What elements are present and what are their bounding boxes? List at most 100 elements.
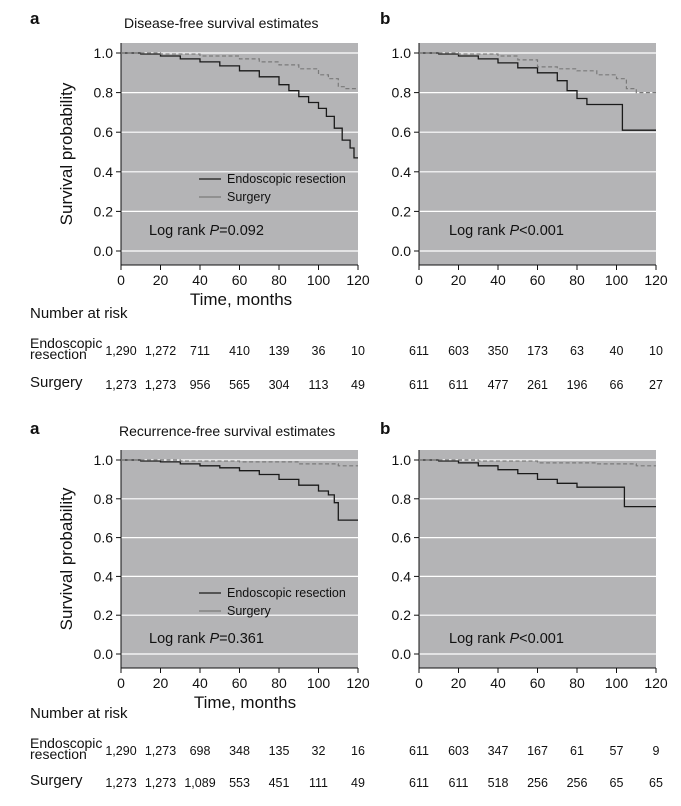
block2-risk-value-a: 1,273 (144, 744, 177, 758)
block1-panel-a-plot-area (121, 43, 358, 265)
block1-panel-a-y-tick-label: 0.0 (94, 243, 114, 259)
block2-risk-value-a: 451 (268, 776, 290, 790)
block2-risk-value-b: 167 (527, 744, 548, 758)
block2-panel-a-y-tick-label: 0.6 (94, 530, 114, 546)
block2-panel-b-y-tick-label: 0.0 (392, 646, 412, 662)
block1-risk-value-b: 63 (570, 344, 584, 358)
block1-panel-a-x-tick-label: 0 (117, 272, 125, 288)
block2-risk-value-a: 1,273 (144, 776, 177, 790)
block1-risk-value-a: 410 (229, 344, 250, 358)
block2-risk-value-a: 348 (229, 744, 250, 758)
block1-risk-value-b: 603 (448, 344, 469, 358)
block1-risk-value-b: 66 (609, 378, 624, 392)
block1-panel-b-x-tick-label: 100 (605, 272, 629, 288)
block2-risk-value-a: 1,273 (105, 776, 137, 790)
block1-panel-a-y-tick-label: 0.6 (94, 124, 114, 140)
block2-panel-b-x-tick-label: 60 (530, 675, 546, 691)
block2-panel-b-y-tick-label: 0.2 (392, 607, 412, 623)
block2-panel-b-y-tick-label: 0.6 (392, 530, 412, 546)
block1-risk-row-label: Surgery (30, 374, 83, 391)
block2-panel-a-x-tick-label: 0 (117, 675, 125, 691)
block2-panel-a-series-surgery (121, 459, 358, 467)
block2-panel-b-y-tick-label: 0.8 (392, 491, 412, 507)
block1-panel-b-label: b (380, 9, 390, 28)
block2-risk-value-b: 518 (487, 776, 509, 790)
block2-panel-a-x-tick-label: 60 (232, 675, 248, 691)
block2-panel-b-x-tick-label: 100 (605, 675, 629, 691)
block2-x-axis-label: Time, months (194, 693, 296, 712)
block2-risk-value-b: 611 (409, 776, 429, 790)
block2-panel-a-x-tick-label: 20 (153, 675, 169, 691)
block2-panel-b-label: b (380, 419, 390, 438)
block1-panel-a-label: a (30, 9, 40, 28)
block2-risk-value-b: 57 (609, 744, 624, 758)
block1-panel-b-y-tick-label: 0.8 (392, 85, 412, 101)
block2-risk-value-a: 698 (189, 744, 211, 758)
block2-risk-value-a: 49 (351, 776, 365, 790)
block1-panel-b-x-tick-label: 0 (415, 272, 423, 288)
block1-panel-b-y-tick-label: 1.0 (392, 45, 412, 61)
block1-panel-b-y-tick-label: 0.4 (392, 164, 412, 180)
block1-panel-b-plot-area (419, 43, 656, 265)
block1-risk-value-a: 49 (351, 378, 365, 392)
block2-panel-b-x-tick-label: 40 (490, 675, 506, 691)
block1-risk-value-b: 611 (448, 378, 469, 392)
block1-risk-value-a: 304 (268, 378, 290, 392)
block1-panel-b-x-tick-label: 80 (569, 272, 585, 288)
block2-risk-value-b: 61 (570, 744, 584, 758)
block1-risk-value-b: 173 (527, 344, 548, 358)
block2-panel-a-label: a (30, 419, 40, 438)
block2-risk-value-a: 16 (351, 744, 365, 758)
block1-panel-a-log-rank-annotation: Log rank P=0.092 (149, 223, 264, 239)
block1-risk-value-a: 139 (268, 344, 290, 358)
block1-risk-value-b: 40 (609, 344, 624, 358)
block1-risk-header: Number at risk (30, 305, 128, 322)
block2-panel-a-legend-label: Surgery (227, 604, 272, 618)
block1-risk-value-a: 711 (190, 344, 210, 358)
block1-panel-a-legend-label: Surgery (227, 190, 272, 204)
block2-risk-value-b: 9 (652, 744, 660, 758)
block2-panel-a-y-tick-label: 0.4 (94, 568, 114, 584)
block1-panel-b-x-tick-label: 20 (451, 272, 467, 288)
block2-risk-value-a: 135 (268, 744, 290, 758)
block1-panel-a-y-tick-label: 1.0 (94, 45, 114, 61)
block1-risk-value-b: 10 (649, 344, 663, 358)
block2-y-axis-label: Survival probability (57, 487, 76, 630)
block1-risk-value-a: 565 (229, 378, 250, 392)
block1-risk-value-b: 27 (649, 378, 663, 392)
block1-risk-value-a: 36 (311, 344, 326, 358)
block1-panel-b-x-tick-label: 40 (490, 272, 506, 288)
block1-risk-value-a: 10 (351, 344, 365, 358)
block1-panel-a-y-tick-label: 0.8 (94, 85, 114, 101)
block2-risk-value-b: 611 (409, 744, 429, 758)
block1-risk-value-a: 1,273 (144, 378, 177, 392)
block2-risk-value-a: 1,290 (105, 744, 137, 758)
block2-risk-value-b: 256 (566, 776, 588, 790)
block1-panel-a-x-tick-label: 80 (271, 272, 287, 288)
block1-y-axis-label: Survival probability (57, 82, 76, 225)
block1-panel-a-y-tick-label: 0.2 (94, 203, 114, 219)
block2-panel-a-x-tick-label: 80 (271, 675, 287, 691)
block1-panel-b-x-tick-label: 60 (530, 272, 546, 288)
block1-risk-value-b: 196 (566, 378, 588, 392)
block2-panel-b-x-tick-label: 20 (451, 675, 467, 691)
block2-panel-b-series-surgery (419, 459, 656, 467)
block2-panel-b-x-tick-label: 0 (415, 675, 423, 691)
block2-risk-value-b: 611 (448, 776, 469, 790)
block2-risk-value-a: 32 (311, 744, 326, 758)
block2-panel-b-y-tick-label: 0.4 (392, 568, 412, 584)
block2-risk-value-a: 553 (229, 776, 250, 790)
block1-panel-a-x-tick-label: 100 (307, 272, 331, 288)
block2-panel-a-series-endoscopic-resection (121, 459, 358, 521)
block1-risk-row-label: Endoscopic resection (30, 335, 103, 362)
block2-risk-row-label: Surgery (30, 772, 83, 789)
block2-risk-value-b: 256 (527, 776, 548, 790)
block2-panel-a-y-tick-label: 0.8 (94, 491, 114, 507)
block1-panel-a-series-surgery (121, 52, 358, 90)
block1-panel-b-y-tick-label: 0.0 (392, 243, 412, 259)
block1-panel-a-legend-label: Endoscopic resection (227, 172, 346, 186)
block1-risk-value-b: 611 (409, 344, 429, 358)
block1-panel-a-x-tick-label: 60 (232, 272, 248, 288)
block2-risk-value-b: 65 (609, 776, 624, 790)
